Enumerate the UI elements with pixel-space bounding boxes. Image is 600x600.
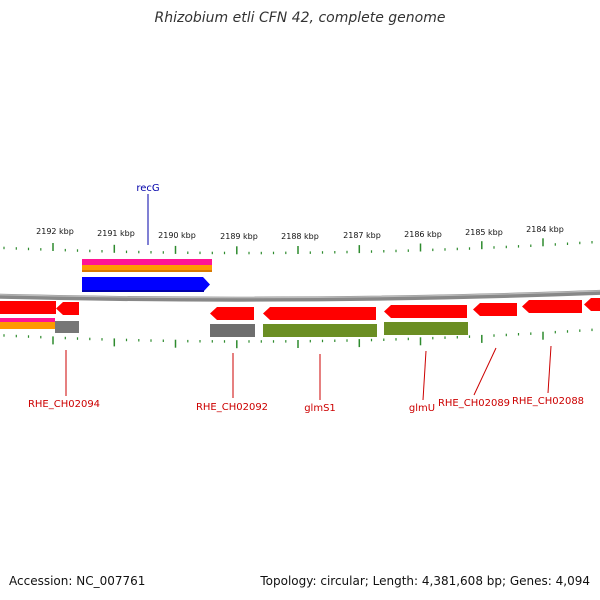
cds-arrow-rhe-ch02089 xyxy=(473,303,517,316)
tick-label: 2190 kbp xyxy=(158,231,196,240)
cds-arrow-rhe-ch02088 xyxy=(522,300,582,313)
magenta-feature-left xyxy=(0,318,55,322)
rhe-ch02089-leader-line xyxy=(473,347,497,396)
tick-label: 2187 kbp xyxy=(343,231,381,240)
tick-label: 2185 kbp xyxy=(465,228,503,237)
recg-gene-arrow xyxy=(82,277,210,292)
glmu-leader-line xyxy=(422,350,427,401)
gene-label-glms1: glmS1 xyxy=(304,403,336,414)
recg-gene-shadow xyxy=(82,290,204,292)
cds-arrow-right-edge xyxy=(584,298,600,311)
orange-feature-left xyxy=(0,322,55,329)
tick-label: 2189 kbp xyxy=(220,232,258,241)
rhe-ch02088-leader-line xyxy=(547,345,552,394)
inner-tick-ring xyxy=(3,328,593,349)
cds-arrow-left-edge xyxy=(0,301,56,314)
gray-feature-rhe-ch02092 xyxy=(210,324,255,337)
gene-bar-glmu xyxy=(384,322,468,335)
gene-label-rhe-ch02089: RHE_CH02089 xyxy=(438,398,510,409)
genome-backbone xyxy=(0,289,600,302)
tick-label: 2186 kbp xyxy=(404,230,442,239)
tick-label: 2191 kbp xyxy=(97,229,135,238)
accession-text: Accession: NC_007761 xyxy=(9,574,146,588)
genome-backbone-highlight xyxy=(0,290,600,299)
cds-arrow-rhe-ch02094 xyxy=(56,302,79,315)
gene-label-recg: recG xyxy=(136,183,159,194)
map-title: Rhizobium etli CFN 42, complete genome xyxy=(154,10,446,26)
gene-bar-glms1 xyxy=(263,324,377,337)
gene-label-rhe-ch02088: RHE_CH02088 xyxy=(512,396,584,407)
magenta-feature-bar xyxy=(82,259,212,265)
orange-feature-bar xyxy=(82,265,212,270)
topology-text: Topology: circular; Length: 4,381,608 bp… xyxy=(260,574,590,588)
gene-label-rhe-ch02094: RHE_CH02094 xyxy=(28,399,100,410)
cds-arrow-glms1 xyxy=(263,307,376,320)
outer-tick-ring xyxy=(3,238,593,255)
gene-label-rhe-ch02092: RHE_CH02092 xyxy=(196,402,268,413)
tick-label: 2188 kbp xyxy=(281,232,319,241)
gene-label-glmu: glmU xyxy=(409,403,435,414)
tick-label: 2192 kbp xyxy=(36,227,74,236)
cds-arrow-glmu xyxy=(384,305,467,318)
cds-arrow-rhe-ch02092 xyxy=(210,307,254,320)
tick-label: 2184 kbp xyxy=(526,225,564,234)
gray-feature-left xyxy=(55,321,79,333)
orange-feature-shadow xyxy=(82,270,212,272)
